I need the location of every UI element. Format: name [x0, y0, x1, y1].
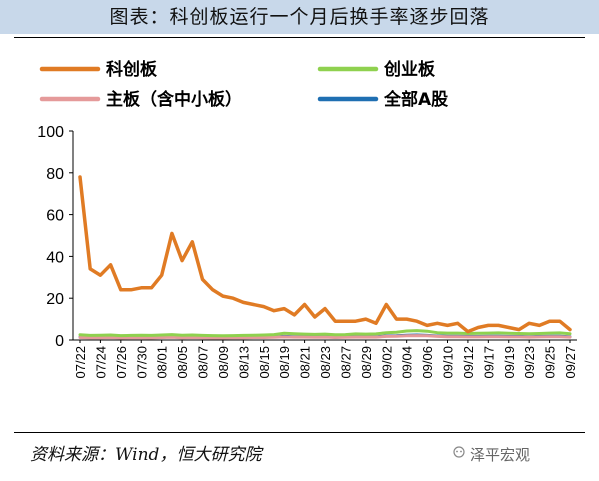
- y-tick-label: 60: [46, 208, 64, 225]
- y-tick-label: 100: [37, 124, 64, 141]
- source-note: 资料来源：Wind，恒大研究院: [30, 445, 262, 465]
- bottom-rule: [14, 432, 585, 433]
- x-tick-label: 08/15: [257, 346, 272, 379]
- chart-title: 图表：科创板运行一个月后换手率逐步回落: [109, 6, 490, 28]
- legend-label-1: 科创板: [106, 59, 158, 80]
- x-tick-label: 09/27: [563, 346, 578, 379]
- top-rule: [14, 37, 585, 38]
- title-band: [0, 0, 599, 34]
- wechat-icon: [453, 446, 465, 458]
- x-tick-label: 08/27: [338, 346, 353, 379]
- x-tick-label: 08/29: [359, 346, 374, 379]
- x-tick-label: 08/13: [236, 346, 251, 379]
- x-tick-label: 08/19: [277, 346, 292, 379]
- x-tick-label: 09/12: [461, 346, 476, 379]
- x-tick-label: 07/26: [114, 346, 129, 379]
- x-tick-label: 07/24: [93, 346, 108, 379]
- x-tick-label: 08/05: [175, 346, 190, 379]
- series-group: [78, 175, 572, 340]
- legend-label-2: 创业板: [383, 59, 436, 80]
- y-tick-label: 0: [55, 333, 64, 350]
- x-tick-label: 08/23: [318, 346, 333, 379]
- x-tick-label: 08/21: [298, 346, 313, 379]
- y-tick-label: 20: [46, 291, 64, 308]
- y-tick-label: 40: [46, 249, 64, 266]
- x-tick-label: 09/23: [522, 346, 537, 379]
- x-tick-label: 09/19: [502, 346, 517, 379]
- x-tick-label: 09/06: [420, 346, 435, 379]
- series-line-2: [78, 329, 572, 338]
- y-tick-label: 80: [46, 166, 64, 183]
- x-tick-label: 07/22: [73, 346, 88, 379]
- watermark: 泽平宏观: [470, 446, 531, 464]
- x-tick-label: 08/07: [196, 346, 211, 379]
- legend-label-4: 全部A股: [383, 89, 448, 110]
- x-tick-label: 08/09: [216, 346, 231, 379]
- series-line-3: [78, 334, 572, 340]
- x-tick-label: 09/17: [481, 346, 496, 379]
- x-tick-label: 09/25: [543, 346, 558, 379]
- series-line-1: [78, 175, 572, 334]
- x-tick-label: 07/30: [134, 346, 149, 379]
- x-tick-label: 09/10: [441, 346, 456, 379]
- x-tick-label: 09/04: [400, 346, 415, 379]
- legend-label-3: 主板（含中小板）: [106, 89, 242, 110]
- axes: 0 20 40 60 80 100 07/22 07/24 07/26 07/30 08/01 08/…: [37, 124, 578, 379]
- x-tick-label: 09/02: [379, 346, 394, 379]
- x-tick-label: 08/01: [155, 346, 170, 379]
